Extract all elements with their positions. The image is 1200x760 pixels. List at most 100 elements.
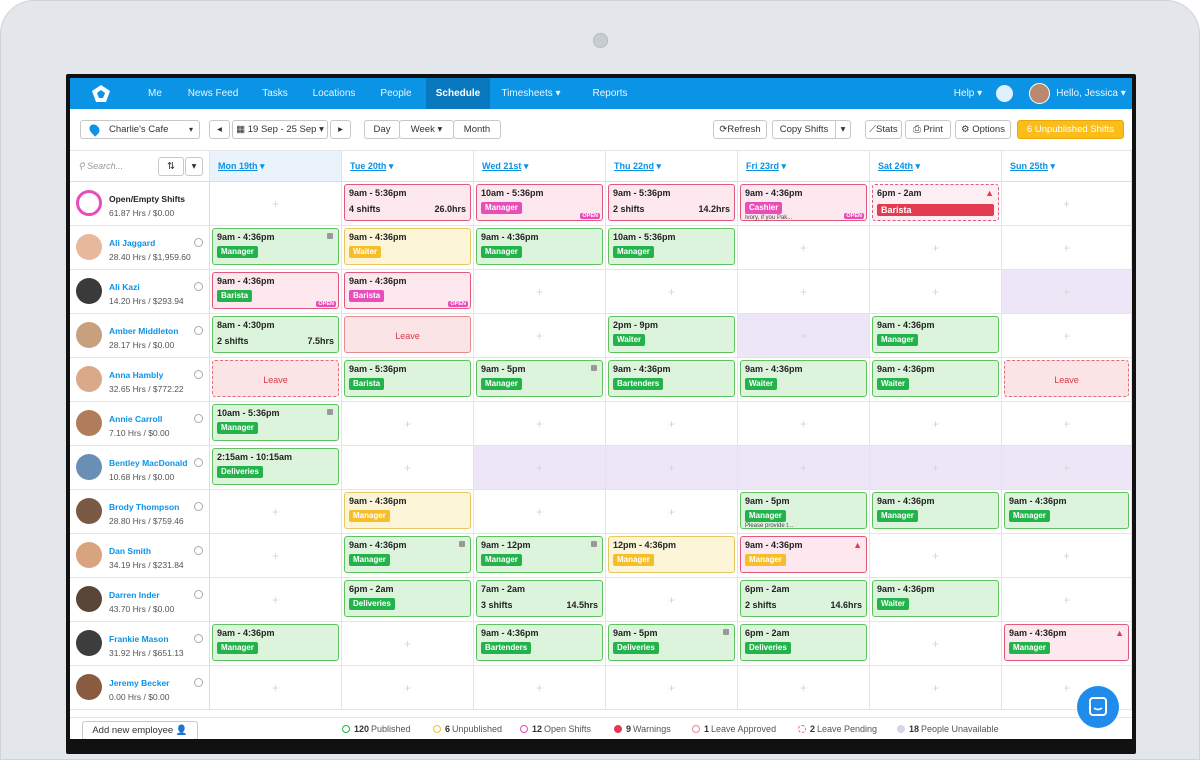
shift-card[interactable]: 9am - 4:36pm Bartenders <box>608 360 735 397</box>
user-menu[interactable]: Hello, Jessica ▾ <box>1056 88 1126 99</box>
nav-tasks[interactable]: Tasks <box>253 78 297 109</box>
day-header-3[interactable]: Thu 22nd ▾ <box>606 151 738 182</box>
schedule-cell[interactable]: 9am - 4:36pm Waiter <box>870 578 1002 622</box>
schedule-cell[interactable]: + <box>738 314 870 358</box>
add-shift-icon[interactable]: + <box>799 328 808 343</box>
shift-card[interactable]: 9am - 4:36pm Bartenders <box>476 624 603 661</box>
shift-card[interactable]: Leave <box>1004 360 1129 397</box>
schedule-cell[interactable]: 9am - 5pm Deliveries <box>606 622 738 666</box>
schedule-cell[interactable]: 9am - 4:36pm Manager <box>210 622 342 666</box>
add-shift-icon[interactable]: + <box>931 416 940 431</box>
schedule-cell[interactable]: 9am - 4:36pm Manager ▲ <box>738 534 870 578</box>
schedule-cell[interactable]: + <box>474 270 606 314</box>
add-shift-icon[interactable]: + <box>403 636 412 651</box>
schedule-cell[interactable]: + <box>1002 534 1132 578</box>
shift-card[interactable]: 9am - 5:36pm 2 shifts 14.2hrs <box>608 184 735 221</box>
schedule-cell[interactable]: + <box>1002 226 1132 270</box>
employee-name[interactable]: Ali Jaggard <box>109 238 156 248</box>
avatar[interactable] <box>76 674 102 700</box>
view-week-button[interactable]: Week ▾ <box>399 120 454 139</box>
schedule-cell[interactable]: 2:15am - 10:15am Deliveries <box>210 446 342 490</box>
add-shift-icon[interactable]: + <box>535 680 544 695</box>
schedule-cell[interactable]: + <box>210 182 342 226</box>
avatar[interactable] <box>76 542 102 568</box>
add-shift-icon[interactable]: + <box>799 680 808 695</box>
schedule-cell[interactable]: 10am - 5:36pm Manager OPEN <box>474 182 606 226</box>
schedule-cell[interactable]: 6pm - 2am Deliveries <box>738 622 870 666</box>
logo-icon[interactable] <box>90 83 112 105</box>
add-shift-icon[interactable]: + <box>271 504 280 519</box>
stats-button[interactable]: ⟋Stats <box>865 120 902 139</box>
nav-reports[interactable]: Reports <box>590 78 630 109</box>
schedule-cell[interactable]: + <box>474 314 606 358</box>
shift-card[interactable]: 9am - 4:36pm Manager <box>1004 492 1129 529</box>
add-shift-icon[interactable]: + <box>403 416 412 431</box>
chevron-down-icon[interactable] <box>194 238 203 247</box>
schedule-cell[interactable]: 9am - 5:36pm 4 shifts 26.0hrs <box>342 182 474 226</box>
shift-card[interactable]: 9am - 4:36pm Waiter <box>740 360 867 397</box>
schedule-cell[interactable]: 9am - 4:36pm Barista OPEN <box>210 270 342 314</box>
schedule-cell[interactable]: 9am - 5pm Manager Please provide t... <box>738 490 870 534</box>
schedule-cell[interactable]: + <box>738 226 870 270</box>
shift-card[interactable]: Leave <box>344 316 471 353</box>
schedule-cell[interactable]: 10am - 5:36pm Manager <box>606 226 738 270</box>
day-header-6[interactable]: Sun 25th ▾ <box>1002 151 1132 182</box>
add-shift-icon[interactable]: + <box>271 548 280 563</box>
schedule-cell[interactable]: + <box>606 578 738 622</box>
schedule-cell[interactable]: + <box>1002 666 1132 710</box>
shift-card[interactable]: 9am - 4:36pm Manager <box>872 316 999 353</box>
employee-name[interactable]: Amber Middleton <box>109 326 179 336</box>
add-shift-icon[interactable]: + <box>931 240 940 255</box>
schedule-cell[interactable]: + <box>474 446 606 490</box>
schedule-cell[interactable]: 9am - 5pm Manager <box>474 358 606 402</box>
schedule-cell[interactable]: + <box>1002 314 1132 358</box>
schedule-cell[interactable]: 9am - 4:36pm Waiter <box>870 358 1002 402</box>
nav-me[interactable]: Me <box>132 78 178 109</box>
add-shift-icon[interactable]: + <box>799 240 808 255</box>
add-shift-icon[interactable]: + <box>403 680 412 695</box>
shift-card[interactable]: 9am - 5pm Deliveries <box>608 624 735 661</box>
employee-name[interactable]: Open/Empty Shifts <box>109 194 186 204</box>
add-shift-icon[interactable]: + <box>799 416 808 431</box>
add-shift-icon[interactable]: + <box>667 592 676 607</box>
schedule-cell[interactable]: 6pm - 2am Deliveries <box>342 578 474 622</box>
schedule-cell[interactable]: + <box>606 490 738 534</box>
schedule-cell[interactable]: + <box>738 666 870 710</box>
schedule-cell[interactable]: 9am - 4:36pm Waiter <box>738 358 870 402</box>
add-shift-icon[interactable]: + <box>667 460 676 475</box>
shift-card[interactable]: 9am - 5:36pm 4 shifts 26.0hrs <box>344 184 471 221</box>
schedule-cell[interactable]: + <box>606 446 738 490</box>
add-shift-icon[interactable]: + <box>535 504 544 519</box>
schedule-cell[interactable]: + <box>342 446 474 490</box>
view-month-button[interactable]: Month <box>453 120 501 139</box>
date-range-picker[interactable]: ▦ 19 Sep - 25 Sep ▾ <box>232 120 328 139</box>
shift-card[interactable]: 10am - 5:36pm Manager OPEN <box>476 184 603 221</box>
avatar[interactable] <box>76 586 102 612</box>
avatar[interactable] <box>76 410 102 436</box>
add-employee-button[interactable]: Add new employee 👤 <box>82 721 198 739</box>
schedule-cell[interactable]: + <box>870 666 1002 710</box>
day-header-0[interactable]: Mon 19th ▾ <box>210 151 342 182</box>
shift-card[interactable]: 6pm - 2am Barista ▲ <box>872 184 999 221</box>
shift-card[interactable]: 9am - 4:36pm Manager <box>344 492 471 529</box>
add-shift-icon[interactable]: + <box>931 636 940 651</box>
add-shift-icon[interactable]: + <box>667 680 676 695</box>
shift-card[interactable]: 9am - 4:36pm Manager <box>872 492 999 529</box>
add-shift-icon[interactable]: + <box>799 460 808 475</box>
shift-card[interactable]: 9am - 4:36pm Manager ▲ <box>740 536 867 573</box>
shift-card[interactable]: Leave <box>212 360 339 397</box>
avatar[interactable] <box>76 454 102 480</box>
employee-name[interactable]: Ali Kazi <box>109 282 140 292</box>
schedule-cell[interactable]: 6pm - 2am Barista ▲ <box>870 182 1002 226</box>
schedule-cell[interactable]: + <box>738 402 870 446</box>
chevron-down-icon[interactable] <box>194 458 203 467</box>
shift-card[interactable]: 9am - 12pm Manager <box>476 536 603 573</box>
shift-card[interactable]: 9am - 4:36pm Barista OPEN <box>212 272 339 309</box>
add-shift-icon[interactable]: + <box>271 680 280 695</box>
schedule-cell[interactable]: 9am - 4:36pm Cashier Ivory, if you Pak... O… <box>738 182 870 226</box>
schedule-cell[interactable]: + <box>606 402 738 446</box>
add-shift-icon[interactable]: + <box>1062 680 1071 695</box>
shift-card[interactable]: 9am - 4:36pm Waiter <box>872 360 999 397</box>
unpublished-shifts-button[interactable]: 6 Unpublished Shifts <box>1017 120 1124 139</box>
globe-icon[interactable] <box>996 85 1013 102</box>
